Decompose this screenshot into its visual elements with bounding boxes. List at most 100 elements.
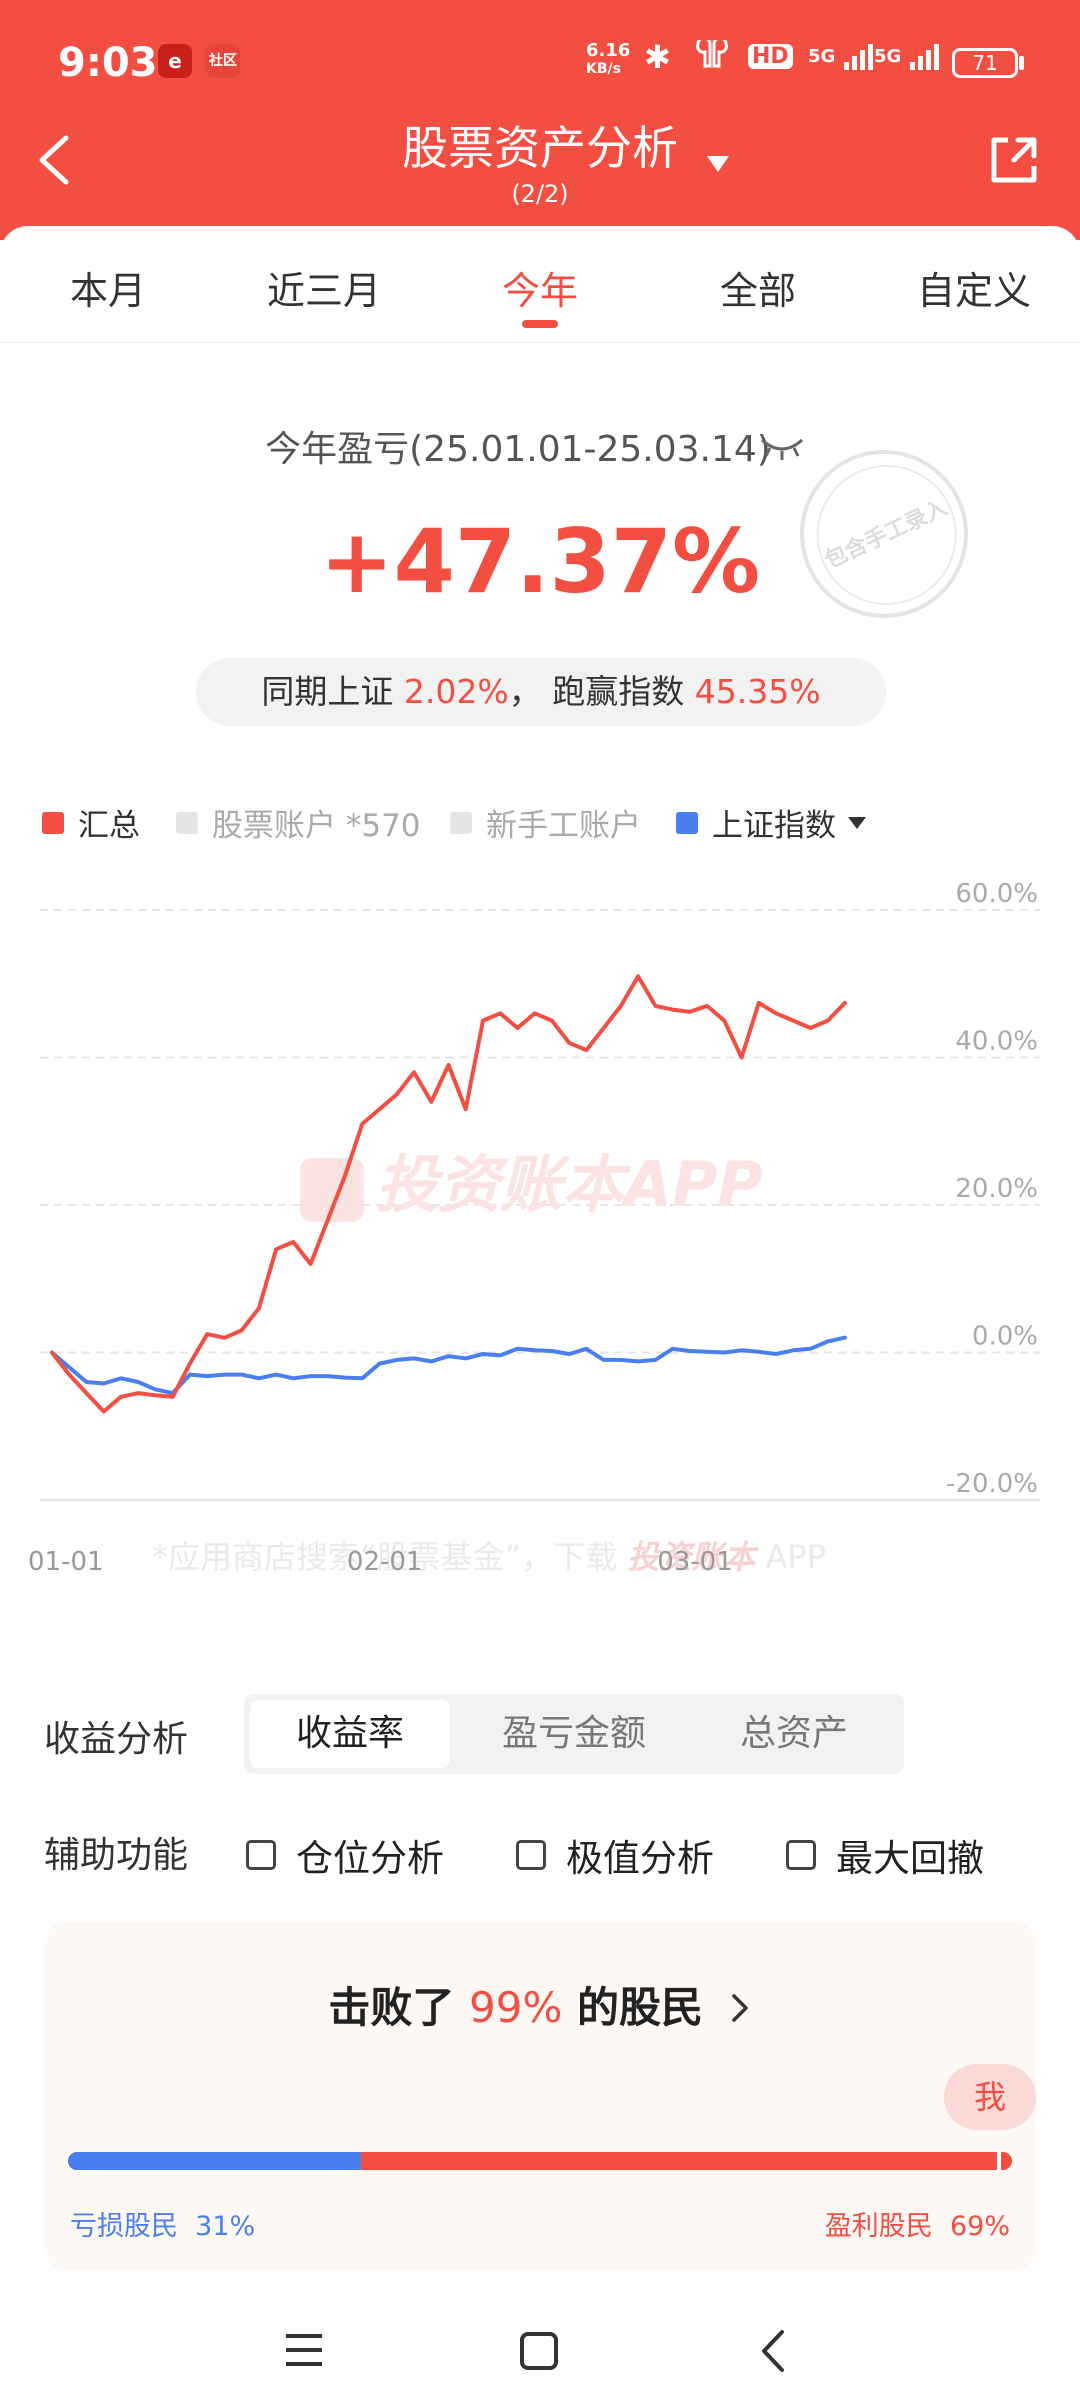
beat-suffix: 的股民 — [576, 1983, 703, 2032]
seg-return-rate[interactable]: 收益率 — [250, 1700, 450, 1768]
y-tick-label: -20.0% — [946, 1469, 1038, 1499]
status-time: 9:03 — [58, 40, 158, 86]
tab-this-year[interactable]: 今年 — [501, 269, 578, 313]
y-tick-label: 20.0% — [955, 1174, 1038, 1204]
analysis-label: 收益分析 — [44, 1719, 189, 1760]
battery-tip — [1019, 56, 1024, 70]
app-header — [0, 0, 1080, 240]
chart-footnote-text: *应用商店搜索“股票基金”，下载 — [152, 1538, 617, 1576]
check-max-drawdown[interactable]: 最大回撤 — [786, 1828, 984, 1882]
legend-label-sh-index: 上证指数 — [712, 808, 836, 844]
check-position-analysis[interactable]: 仓位分析 — [246, 1828, 444, 1882]
chevron-right-icon — [731, 1994, 748, 2022]
legend-stock-account[interactable]: 股票账户 *570 — [176, 800, 421, 845]
period-tabs: 本月 近三月 今年 全部 自定义 — [0, 226, 1080, 343]
eye-closed-icon — [760, 438, 804, 460]
tab-all[interactable]: 全部 — [719, 269, 796, 313]
seg-total-assets[interactable]: 总资产 — [739, 1713, 848, 1754]
caret-down-icon — [707, 156, 729, 172]
share-icon — [991, 137, 1037, 183]
menu-icon[interactable] — [282, 2330, 326, 2370]
chart-footnote: *应用商店搜索“股票基金”，下载 投资账本 APP — [152, 1538, 826, 1576]
check-label-extreme: 极值分析 — [566, 1837, 714, 1880]
community-notification-icon: 社区 — [206, 44, 240, 78]
legend-swatch-total — [42, 811, 64, 834]
loss-percentage: 31% — [195, 2211, 256, 2242]
legend-swatch-stock-account — [176, 811, 198, 834]
checkbox-position[interactable] — [246, 1840, 276, 1870]
beat-index-value: 45.35% — [694, 672, 821, 711]
nav-back-icon[interactable] — [756, 2328, 790, 2374]
chart-footnote-app: APP — [766, 1538, 826, 1576]
tab-this-month[interactable]: 本月 — [69, 269, 146, 313]
loss-investors: 亏损股民 31% — [70, 2204, 255, 2243]
status-bar: 9:03 e 社区 6.16 KB/s ✱ HD 5G 5G 71 — [0, 0, 1080, 120]
return-chart[interactable]: 投资账本APP *应用商店搜索“股票基金”，下载 投资账本 APP 60.0% 4… — [0, 870, 1080, 1650]
chart-watermark: 投资账本APP *应用商店搜索“股票基金”，下载 投资账本 APP — [152, 1148, 826, 1576]
hide-amount-toggle[interactable] — [758, 432, 806, 466]
tab-last-three-months[interactable]: 近三月 — [266, 269, 381, 313]
my-position-marker — [996, 2152, 1001, 2170]
system-nav-bar — [0, 2290, 1080, 2400]
sh-index-return: 2.02% — [403, 672, 509, 711]
legend-swatch-manual-account — [450, 811, 472, 834]
back-button[interactable] — [30, 130, 80, 190]
hd-icon: HD — [748, 44, 793, 69]
gain-percentage: 69% — [949, 2211, 1010, 2242]
watermark-text: 投资账本APP — [376, 1148, 763, 1221]
check-extreme-analysis[interactable]: 极值分析 — [516, 1828, 714, 1882]
chart-series — [50, 974, 847, 1414]
return-percentage: +47.37% — [319, 510, 761, 613]
series-line-sh-index — [50, 1335, 847, 1396]
beat-prefix: 击败了 — [328, 1983, 455, 2032]
series-line-total — [50, 974, 847, 1414]
home-square-icon[interactable] — [518, 2330, 560, 2372]
legend-swatch-sh-index — [676, 811, 698, 834]
y-axis-ticks: 60.0% 40.0% 20.0% 0.0% -20.0% — [946, 879, 1038, 1499]
checkbox-drawdown[interactable] — [786, 1840, 816, 1870]
compare-mid: 跑赢指数 — [552, 672, 685, 711]
seg-pnl-amount[interactable]: 盈亏金额 — [501, 1713, 646, 1754]
active-tab-indicator — [522, 320, 558, 328]
caret-down-icon — [848, 816, 866, 829]
tab-custom[interactable]: 自定义 — [916, 269, 1031, 313]
page-title-dropdown[interactable]: 股票资产分析 (2/2) — [390, 112, 729, 222]
signal-5g-2: 5G — [874, 42, 942, 70]
x-tick-label: 02-01 — [347, 1547, 423, 1577]
net-speed: 6.16 KB/s — [586, 40, 631, 78]
investor-distribution-bar — [68, 2152, 1012, 2170]
x-tick-label: 01-01 — [28, 1547, 104, 1577]
period-label: 今年盈亏(25.01.01-25.03.14) — [265, 429, 771, 470]
aux-label: 辅助功能 — [44, 1835, 189, 1876]
share-button[interactable] — [986, 132, 1042, 188]
earbuds-icon — [692, 36, 732, 80]
chart-footnote-brand: 投资账本 — [627, 1538, 759, 1576]
checkbox-extreme[interactable] — [516, 1840, 546, 1870]
y-tick-label: 0.0% — [972, 1322, 1038, 1352]
legend-label-total: 汇总 — [78, 808, 140, 844]
loss-segment — [68, 2152, 361, 2170]
y-tick-label: 60.0% — [955, 879, 1038, 909]
legend-manual-account[interactable]: 新手工账户 — [450, 800, 641, 845]
bluetooth-icon: ✱ — [644, 38, 671, 76]
legend-sh-index[interactable]: 上证指数 — [676, 800, 868, 845]
legend-label-stock-account: 股票账户 *570 — [212, 808, 421, 844]
y-tick-label: 40.0% — [955, 1027, 1038, 1057]
x-axis-ticks: 01-01 02-01 03-01 — [28, 1547, 733, 1577]
compare-prefix: 同期上证 — [261, 672, 394, 711]
watermark-logo-icon — [300, 1158, 364, 1222]
compare-separator: ， — [508, 672, 542, 711]
analysis-segmented-control: 收益率 盈亏金额 总资产 — [244, 1694, 904, 1774]
index-comparison: 同期上证 2.02%， 跑赢指数 45.35% — [196, 658, 886, 726]
beat-investors-card[interactable]: 击败了 99% 的股民 我 亏损股民 31% 盈利股民 69% — [44, 1922, 1036, 2270]
check-label-position: 仓位分析 — [296, 1837, 444, 1880]
gain-label-text: 盈利股民 — [824, 2211, 933, 2242]
app-notification-icon: e — [158, 44, 192, 78]
check-label-drawdown: 最大回撤 — [836, 1837, 984, 1880]
page-subtitle: (2/2) — [511, 180, 569, 208]
me-marker: 我 — [944, 2064, 1036, 2130]
beat-headline[interactable]: 击败了 99% 的股民 — [44, 1974, 1036, 2035]
legend-label-manual-account: 新手工账户 — [486, 808, 641, 844]
legend-total[interactable]: 汇总 — [42, 800, 140, 845]
gain-investors: 盈利股民 69% — [825, 2204, 1010, 2243]
